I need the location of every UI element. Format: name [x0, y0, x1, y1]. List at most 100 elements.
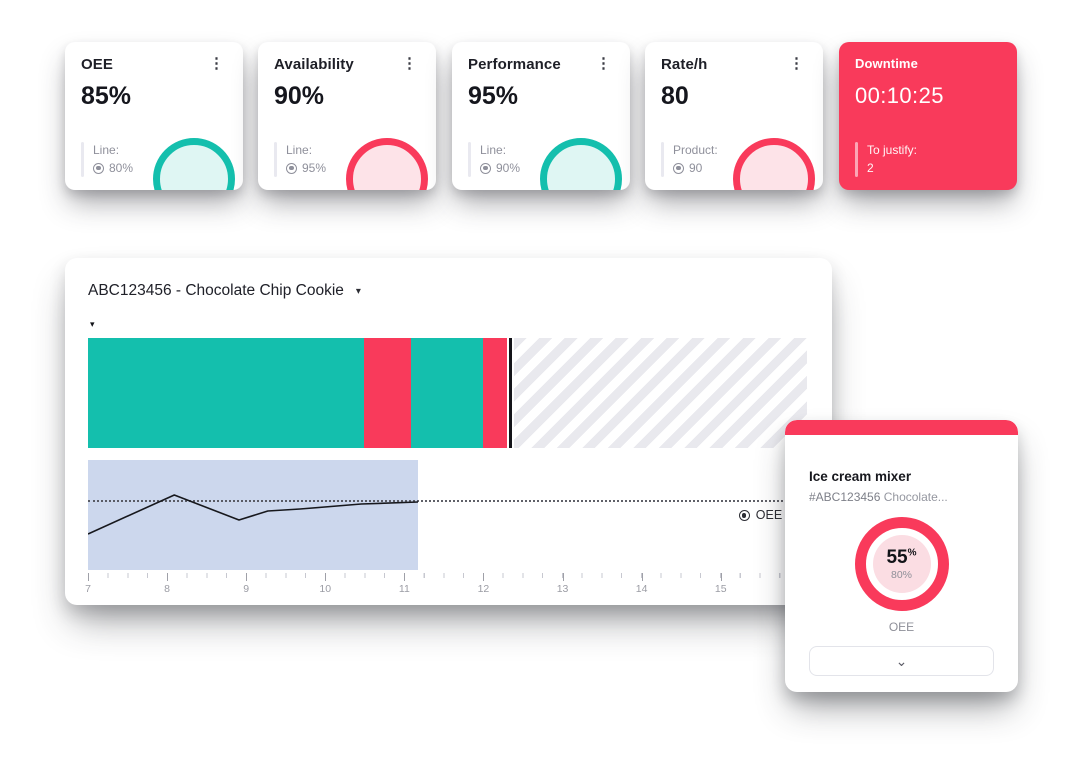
x-tick-label: 12	[477, 583, 490, 595]
filter-caret-icon[interactable]: ▾	[90, 319, 95, 329]
kpi-sub-text: Line: 80%	[93, 142, 133, 177]
kpi-sub-text: Line: 90%	[480, 142, 520, 177]
kpi-sub: Line: 95%	[274, 142, 326, 177]
kpi-card-header: Downtime	[855, 56, 1001, 71]
kpi-sub: To justify: 2	[855, 142, 917, 177]
major-tick	[562, 573, 564, 581]
kpi-value: 90%	[274, 82, 325, 110]
product-selector[interactable]: ABC123456 - Chocolate Chip Cookie ▾	[88, 282, 361, 300]
kpi-card-oee: OEE ⋮ 85% Line: 80%	[65, 42, 243, 190]
current-time-line	[508, 338, 512, 448]
kpi-sub: Line: 80%	[81, 142, 133, 177]
downtime-value: 00:10:25	[855, 83, 944, 108]
oee-legend-label: OEE &	[755, 508, 794, 523]
oee-gauge: 55% 80%	[854, 517, 949, 611]
kpi-card-header: Performance ⋮	[468, 55, 614, 73]
divider	[661, 142, 664, 177]
kebab-menu-icon[interactable]: ⋮	[786, 55, 807, 73]
downtime-title: Downtime	[855, 56, 918, 71]
major-tick	[167, 573, 169, 581]
kpi-sub-value: 95%	[302, 160, 327, 175]
downtime-sub-value: 2	[867, 160, 874, 175]
kpi-sub-value: 90%	[496, 160, 521, 175]
kpi-sub-text: To justify: 2	[867, 142, 917, 177]
kpi-sub-label: Product:	[673, 143, 718, 158]
oee-line-chart	[88, 494, 419, 535]
divider	[81, 142, 84, 177]
kpi-value: 95%	[468, 82, 519, 110]
major-tick	[641, 573, 643, 581]
chart-area: OEE & 7 8 9 10 11 12 13 14 15	[85, 338, 807, 599]
machine-title: Ice cream mixer	[809, 469, 912, 484]
card-accent-bar	[785, 420, 1018, 435]
oee-trend-band: OEE &	[88, 460, 807, 570]
x-tick-label: 9	[243, 583, 250, 595]
oee-gauge-target: 80%	[890, 568, 912, 581]
major-tick	[246, 573, 248, 581]
machine-subtitle: #ABC123456 Chocolate...	[809, 490, 1018, 504]
expand-button[interactable]: ⌄	[809, 646, 994, 676]
kpi-title: OEE	[81, 56, 113, 73]
kebab-menu-icon[interactable]: ⋮	[206, 55, 227, 73]
machine-product-code: #ABC123456	[809, 490, 881, 504]
downtime-card: Downtime 00:10:25 To justify: 2	[839, 42, 1017, 190]
x-tick-label: 14	[635, 583, 648, 595]
major-tick	[720, 573, 722, 581]
x-tick-label: 11	[398, 583, 410, 595]
major-tick	[325, 573, 327, 581]
time-axis: 7 8 9 10 11 12 13 14 15	[85, 573, 807, 599]
kpi-card-header: OEE ⋮	[81, 55, 227, 73]
kebab-menu-icon[interactable]: ⋮	[399, 55, 420, 73]
kpi-card-rate: Rate/h ⋮ 80 Product: 90	[645, 42, 823, 190]
target-icon	[673, 162, 684, 174]
kpi-value: 85%	[81, 82, 132, 110]
gauge-circle	[733, 138, 815, 190]
downtime-sub-label: To justify:	[867, 143, 918, 158]
kpi-card-availability: Availability ⋮ 90% Line: 95%	[258, 42, 436, 190]
x-tick-label: 15	[714, 583, 727, 595]
kpi-sub-label: Line:	[93, 143, 120, 158]
target-icon	[738, 509, 750, 521]
status-segment-stopped[interactable]	[364, 338, 411, 448]
target-icon	[480, 162, 491, 174]
divider	[855, 142, 858, 177]
kpi-card-performance: Performance ⋮ 95% Line: 90%	[452, 42, 630, 190]
major-tick	[483, 573, 485, 581]
machine-card: Ice cream mixer #ABC123456 Chocolate... …	[785, 420, 1018, 692]
kpi-sub: Line: 90%	[468, 142, 520, 177]
target-icon	[93, 162, 104, 174]
kpi-card-header: Rate/h ⋮	[661, 55, 807, 73]
metric-label: OEE	[888, 620, 915, 634]
status-segment-running[interactable]	[88, 338, 365, 448]
chart-title: ABC123456 - Chocolate Chip Cookie	[88, 282, 344, 299]
kpi-sub-value: 90	[689, 160, 703, 175]
status-segment-future	[514, 338, 807, 448]
kpi-sub: Product: 90	[661, 142, 718, 177]
gauge-circle	[346, 138, 428, 190]
oee-gauge-center: 55% 80%	[872, 535, 931, 593]
kpi-title: Performance	[468, 56, 561, 73]
status-segment-stopped[interactable]	[482, 338, 508, 448]
status-timeline	[88, 338, 807, 448]
kebab-menu-icon[interactable]: ⋮	[593, 55, 614, 73]
x-tick-label: 13	[556, 583, 569, 595]
production-chart-card: ABC123456 - Chocolate Chip Cookie ▾ ▾ OE…	[65, 258, 832, 605]
x-tick-label: 8	[164, 583, 170, 595]
kpi-sub-value: 80%	[109, 160, 134, 175]
x-tick-label: 10	[319, 583, 332, 595]
major-tick	[88, 573, 89, 581]
kpi-sub-text: Line: 95%	[286, 142, 326, 177]
oee-gauge-value: 55%	[886, 546, 917, 568]
kpi-value: 80	[661, 82, 689, 110]
kpi-title: Availability	[274, 56, 354, 73]
status-segment-running[interactable]	[410, 338, 483, 448]
divider	[274, 142, 277, 177]
gauge-circle	[540, 138, 622, 190]
divider	[468, 142, 471, 177]
major-tick	[404, 573, 406, 581]
kpi-sub-label: Line:	[286, 143, 313, 158]
chevron-down-icon: ▾	[355, 285, 361, 297]
kpi-sub-text: Product: 90	[673, 142, 718, 177]
target-icon	[286, 162, 297, 174]
